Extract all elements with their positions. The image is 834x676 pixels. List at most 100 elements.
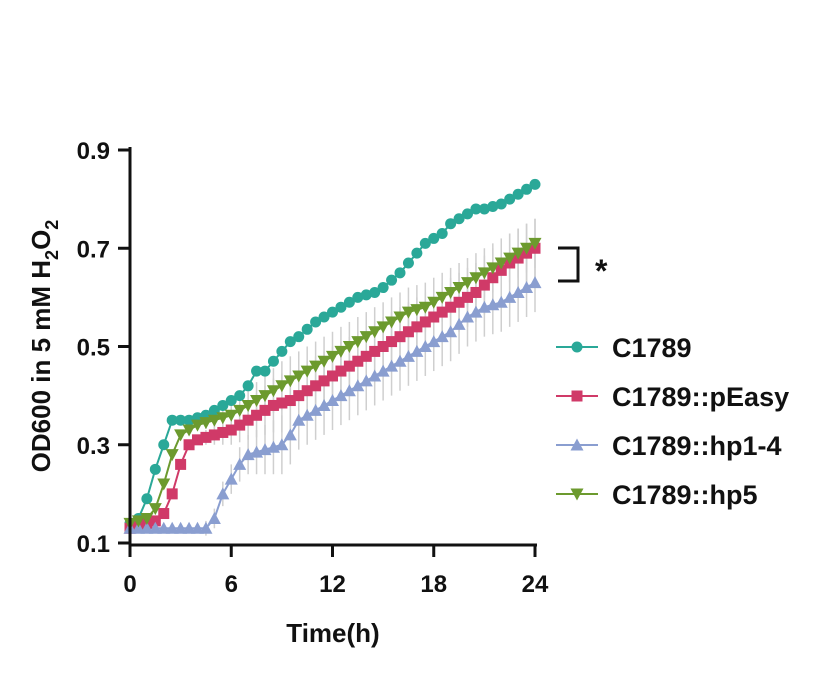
data-point-c1789-hp1-4 [410,344,424,357]
data-point-c1789-peasy [267,399,279,411]
data-point-c1789-hp1-4 [224,472,238,485]
data-point-c1789-hp5 [385,316,399,329]
data-point-c1789 [369,286,381,298]
data-point-c1789-hp5 [351,336,365,349]
data-point-c1789-peasy [445,301,457,313]
data-point-c1789 [149,463,161,475]
data-point-c1789-hp1-4 [199,521,213,534]
data-point-c1789-hp5 [182,424,196,437]
data-point-c1789-hp1-4 [191,521,204,534]
data-point-c1789 [478,203,490,215]
data-point-c1789-hp1-4 [469,305,483,318]
data-point-c1789-hp5 [393,311,407,324]
data-point-c1789-peasy [234,419,246,431]
data-point-c1789-hp1-4 [503,290,517,303]
data-point-c1789-hp5 [309,360,323,373]
data-point-c1789 [242,380,254,392]
data-point-c1789-hp1-4 [427,335,441,348]
data-point-c1789-hp1-4 [401,349,415,362]
data-point-c1789-peasy [462,291,473,303]
series-markers [123,178,542,534]
data-point-c1789-hp1-4 [131,521,145,534]
data-point-c1789-hp5 [435,291,449,304]
legend-label: C1789::hp5 [612,480,758,510]
data-point-c1789-hp5 [275,380,289,393]
data-point-c1789-hp5 [300,365,314,378]
data-point-c1789-hp5 [477,267,491,280]
data-point-c1789 [327,306,338,318]
data-point-c1789-peasy [394,331,406,343]
data-point-c1789-peasy [428,311,440,323]
data-point-c1789 [276,345,288,357]
data-point-c1789 [445,218,457,230]
data-point-c1789-hp5 [174,429,188,442]
data-point-c1789-hp5 [326,350,339,363]
data-point-c1789 [343,296,355,308]
data-point-c1789 [217,399,229,411]
data-point-c1789-hp1-4 [452,317,466,330]
data-point-c1789-hp5 [520,242,534,255]
data-point-c1789-hp1-4 [520,281,534,294]
data-point-c1789-hp1-4 [300,408,314,421]
data-point-c1789 [428,232,440,244]
y-axis-title-sub2: 2 [42,220,62,230]
data-point-c1789-peasy [310,380,322,392]
data-point-c1789-hp5 [250,395,264,408]
data-point-c1789-peasy [343,360,355,372]
legend-marker-c1789-hp5 [570,488,584,501]
legend-label: C1789 [612,333,692,363]
data-point-c1789 [419,237,431,249]
data-point-c1789-peasy [149,515,161,527]
data-point-c1789-hp1-4 [444,325,458,338]
data-point-c1789-hp1-4 [174,521,188,534]
legend-marker-c1789-hp1-4 [570,438,584,451]
data-point-c1789-hp1-4 [165,521,179,534]
data-point-c1789 [293,331,305,343]
data-point-c1789-hp5 [410,304,424,317]
data-point-c1789-hp1-4 [275,438,289,451]
data-point-c1789-peasy [225,424,237,436]
data-point-c1789-hp1-4 [326,394,339,407]
x-tick-label: 24 [522,571,549,598]
data-point-c1789-hp5 [359,331,373,344]
data-point-c1789 [402,257,414,269]
data-point-c1789-hp1-4 [140,521,154,534]
data-point-c1789-peasy [369,345,381,357]
data-point-c1789-hp1-4 [317,398,331,411]
data-point-c1789-hp5 [376,321,390,334]
legend-marker-c1789-peasy [571,390,583,402]
legend-item-c1789-peasy: C1789::pEasy [556,382,789,412]
data-point-c1789-peasy [419,316,431,328]
data-point-c1789 [436,228,448,240]
data-point-c1789-hp5 [486,262,500,275]
data-point-c1789-hp5 [444,286,458,299]
x-tick-label: 6 [225,571,238,598]
data-point-c1789 [183,414,195,426]
data-point-c1789 [470,203,482,215]
y-axis-title: OD600 in 5 mM H2O2 [26,220,62,473]
data-point-c1789 [259,365,271,377]
data-point-c1789 [487,200,499,212]
data-point-c1789-hp5 [494,257,508,270]
data-point-c1789 [318,311,330,323]
data-point-c1789-hp5 [258,390,272,403]
x-tick-label: 12 [319,571,346,598]
data-point-c1789-peasy [495,264,507,276]
data-point-c1789-hp5 [427,296,441,309]
data-point-c1789-hp5 [292,370,306,383]
legend-item-c1789-hp5: C1789::hp5 [556,480,758,510]
data-point-c1789-hp1-4 [461,310,474,323]
y-tick-label: 0.7 [77,236,110,263]
data-point-c1789 [529,178,541,190]
data-point-c1789-peasy [242,414,254,426]
data-point-c1789-hp5 [461,277,474,290]
data-point-c1789-peasy [284,395,296,407]
data-point-c1789-hp1-4 [435,330,449,343]
data-point-c1789 [158,439,170,451]
data-point-c1789 [284,336,296,348]
data-point-c1789 [352,291,364,303]
data-point-c1789-peasy [158,508,170,520]
data-point-c1789 [335,301,347,313]
data-point-c1789-hp5 [342,341,356,353]
